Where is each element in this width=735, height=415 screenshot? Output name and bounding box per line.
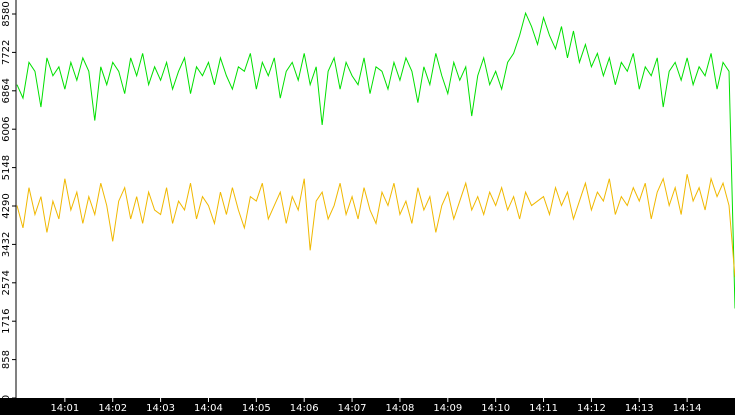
x-axis-band xyxy=(0,398,735,415)
y-tick-label: 6864 xyxy=(1,78,12,103)
y-tick-label: 7722 xyxy=(1,40,12,65)
x-tick-label: 14:03 xyxy=(146,403,175,414)
x-tick-label: 14:14 xyxy=(673,403,702,414)
y-tick-label: 0 xyxy=(1,395,12,401)
y-tick-label: 6006 xyxy=(1,116,12,141)
x-tick-label: 14:11 xyxy=(529,403,558,414)
y-tick-label: 3432 xyxy=(1,232,12,257)
x-tick-label: 14:13 xyxy=(625,403,654,414)
y-tick-label: 8580 xyxy=(1,1,12,26)
x-tick-label: 14:12 xyxy=(577,403,606,414)
y-tick-label: 1716 xyxy=(1,308,12,333)
x-tick-label: 14:06 xyxy=(290,403,319,414)
y-tick-label: 858 xyxy=(1,350,12,369)
x-tick-label: 14:01 xyxy=(50,403,79,414)
y-tick-label: 5148 xyxy=(1,155,12,180)
x-tick-label: 14:04 xyxy=(194,403,223,414)
series-line xyxy=(16,11,735,309)
y-tick-label: 2574 xyxy=(1,270,12,295)
x-tick-label: 14:09 xyxy=(433,403,462,414)
x-tick-label: 14:05 xyxy=(242,403,271,414)
y-tick-label: 4290 xyxy=(1,193,12,218)
x-tick-label: 14:07 xyxy=(338,403,367,414)
x-tick-label: 14:08 xyxy=(386,403,415,414)
x-tick-label: 14:10 xyxy=(481,403,510,414)
x-tick-label: 14:02 xyxy=(98,403,127,414)
series-line xyxy=(16,174,735,278)
